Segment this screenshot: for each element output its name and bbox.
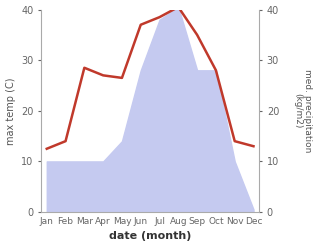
Y-axis label: max temp (C): max temp (C) bbox=[5, 77, 16, 144]
Y-axis label: med. precipitation
(kg/m2): med. precipitation (kg/m2) bbox=[293, 69, 313, 152]
X-axis label: date (month): date (month) bbox=[109, 231, 191, 242]
